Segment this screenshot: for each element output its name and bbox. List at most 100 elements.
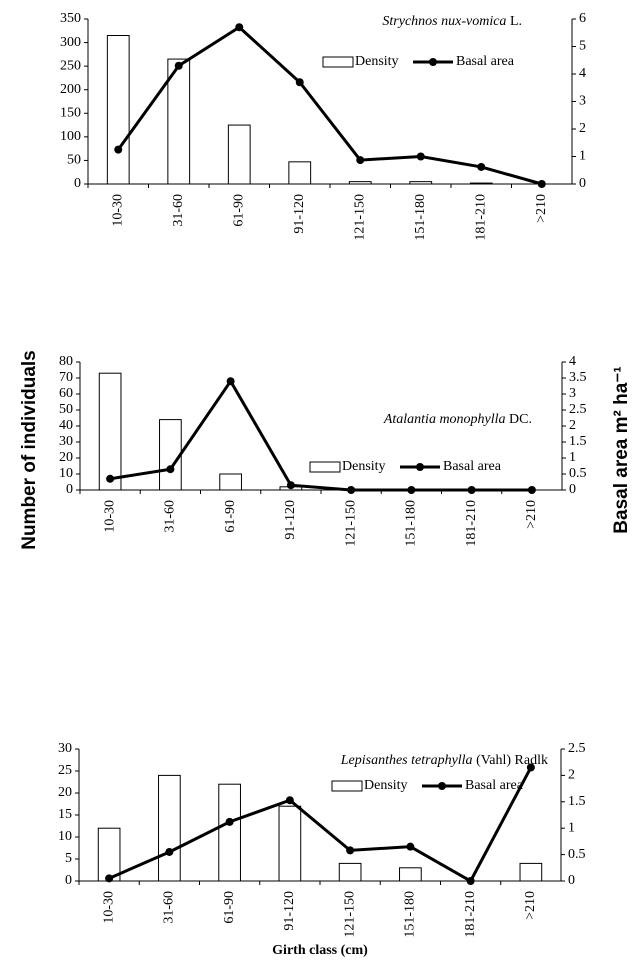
- x-tick-label: 181-210: [473, 194, 488, 241]
- line-series: [108, 766, 533, 884]
- y-tick-label: 20: [58, 785, 72, 800]
- legend-swatch: [322, 56, 354, 68]
- y-tick-label: 80: [59, 354, 73, 369]
- line-marker: [466, 877, 475, 885]
- x-tick-label: 31-60: [163, 500, 178, 533]
- legend-swatch: [331, 780, 363, 792]
- y-tick-label: 30: [59, 434, 73, 449]
- y2-tick-label: 5: [579, 39, 586, 54]
- y2-tick-label: 2: [568, 768, 575, 783]
- line-marker: [235, 23, 244, 32]
- y2-tick-label: 1.5: [568, 794, 586, 809]
- x-axis-label: Girth class (cm): [272, 943, 368, 958]
- line-marker: [105, 874, 114, 883]
- y-tick-label: 0: [66, 482, 73, 497]
- x-tick-label: 10-30: [102, 500, 117, 533]
- bar: [469, 182, 493, 185]
- y-tick-label: 100: [60, 129, 81, 144]
- x-tick-label: >210: [523, 891, 538, 920]
- line-marker: [295, 78, 304, 87]
- x-tick-label: 121-150: [342, 891, 357, 938]
- line-marker: [527, 486, 536, 494]
- species-name: Strychnos nux-vomica: [382, 14, 506, 29]
- legend-label: Density: [342, 459, 386, 474]
- y2-tick-label: 2.5: [569, 402, 587, 417]
- bar: [219, 473, 242, 491]
- line-marker: [165, 847, 174, 856]
- x-tick-label: 61-90: [222, 891, 237, 924]
- y-tick-label: 40: [59, 418, 73, 433]
- x-tick-label: 151-180: [403, 891, 418, 938]
- x-tick-label: 121-150: [343, 500, 358, 547]
- bar: [338, 862, 362, 882]
- y2-tick-label: 3: [569, 386, 576, 401]
- x-tick-label: 31-60: [171, 194, 186, 227]
- y2-tick-label: 4: [579, 66, 586, 81]
- x-tick-label: >210: [524, 500, 539, 529]
- y-tick-label: 200: [60, 82, 81, 97]
- authority: L.: [510, 14, 522, 29]
- line-marker: [346, 846, 355, 855]
- bar: [519, 862, 543, 882]
- line-marker: [526, 763, 535, 772]
- line-marker: [407, 486, 416, 494]
- line-marker: [406, 842, 415, 851]
- species-name: Atalantia monophylla: [383, 412, 506, 427]
- y-tick-label: 20: [59, 450, 73, 465]
- bar: [159, 419, 182, 491]
- line-marker: [537, 180, 546, 188]
- bar: [227, 124, 251, 185]
- legend-swatch: [438, 782, 446, 790]
- y2-axis-label: Basal area m² ha⁻¹: [611, 366, 632, 533]
- y2-tick-label: 1: [568, 820, 575, 835]
- line-marker: [285, 796, 294, 805]
- line-marker: [166, 465, 175, 474]
- annotation: Strychnos nux-vomica L.: [382, 14, 522, 29]
- y2-tick-label: 3: [579, 94, 586, 109]
- legend-swatch: [429, 58, 437, 66]
- line-marker: [106, 474, 115, 483]
- y2-tick-label: 2: [579, 121, 586, 136]
- y2-tick-label: 4: [569, 354, 576, 369]
- x-tick-label: 91-120: [282, 891, 297, 931]
- bar: [106, 35, 130, 185]
- y-tick-label: 150: [60, 106, 81, 121]
- bar: [158, 774, 181, 882]
- bar: [348, 181, 372, 185]
- y2-tick-label: 0.5: [569, 466, 587, 481]
- y2-tick-label: 6: [579, 11, 586, 26]
- x-tick-label: 10-30: [110, 194, 125, 227]
- legend-label: Basal area: [456, 54, 515, 69]
- y2-tick-label: 0: [568, 873, 575, 888]
- bar: [218, 783, 241, 882]
- line-marker: [477, 162, 486, 171]
- line-series: [117, 25, 543, 186]
- bar: [409, 181, 433, 185]
- y-tick-label: 10: [58, 829, 72, 844]
- bar: [278, 805, 302, 882]
- y2-tick-label: 2: [569, 418, 576, 433]
- legend-label: Basal area: [443, 459, 502, 474]
- y-tick-label: 10: [59, 466, 73, 481]
- line-marker: [114, 145, 123, 154]
- bar: [98, 372, 122, 491]
- y-tick-label: 5: [65, 851, 72, 866]
- x-tick-label: 91-120: [283, 500, 298, 540]
- x-tick-label: >210: [534, 194, 549, 223]
- x-tick-label: 151-180: [413, 194, 428, 241]
- line-series: [109, 378, 532, 492]
- line-marker: [225, 817, 234, 826]
- y-axis-label: Number of individuals: [19, 350, 40, 550]
- y-tick-label: 25: [58, 763, 72, 778]
- bar: [288, 161, 312, 185]
- legend-label: Basal area: [465, 778, 524, 793]
- authority: DC.: [509, 412, 532, 427]
- y-tick-label: 60: [59, 386, 73, 401]
- legend-label: Density: [364, 778, 408, 793]
- x-tick-label: 151-180: [404, 500, 419, 547]
- line-marker: [174, 61, 183, 70]
- y2-tick-label: 3.5: [569, 370, 587, 385]
- y2-tick-label: 0: [579, 176, 586, 191]
- x-tick-label: 121-150: [352, 194, 367, 241]
- line-marker: [226, 377, 235, 386]
